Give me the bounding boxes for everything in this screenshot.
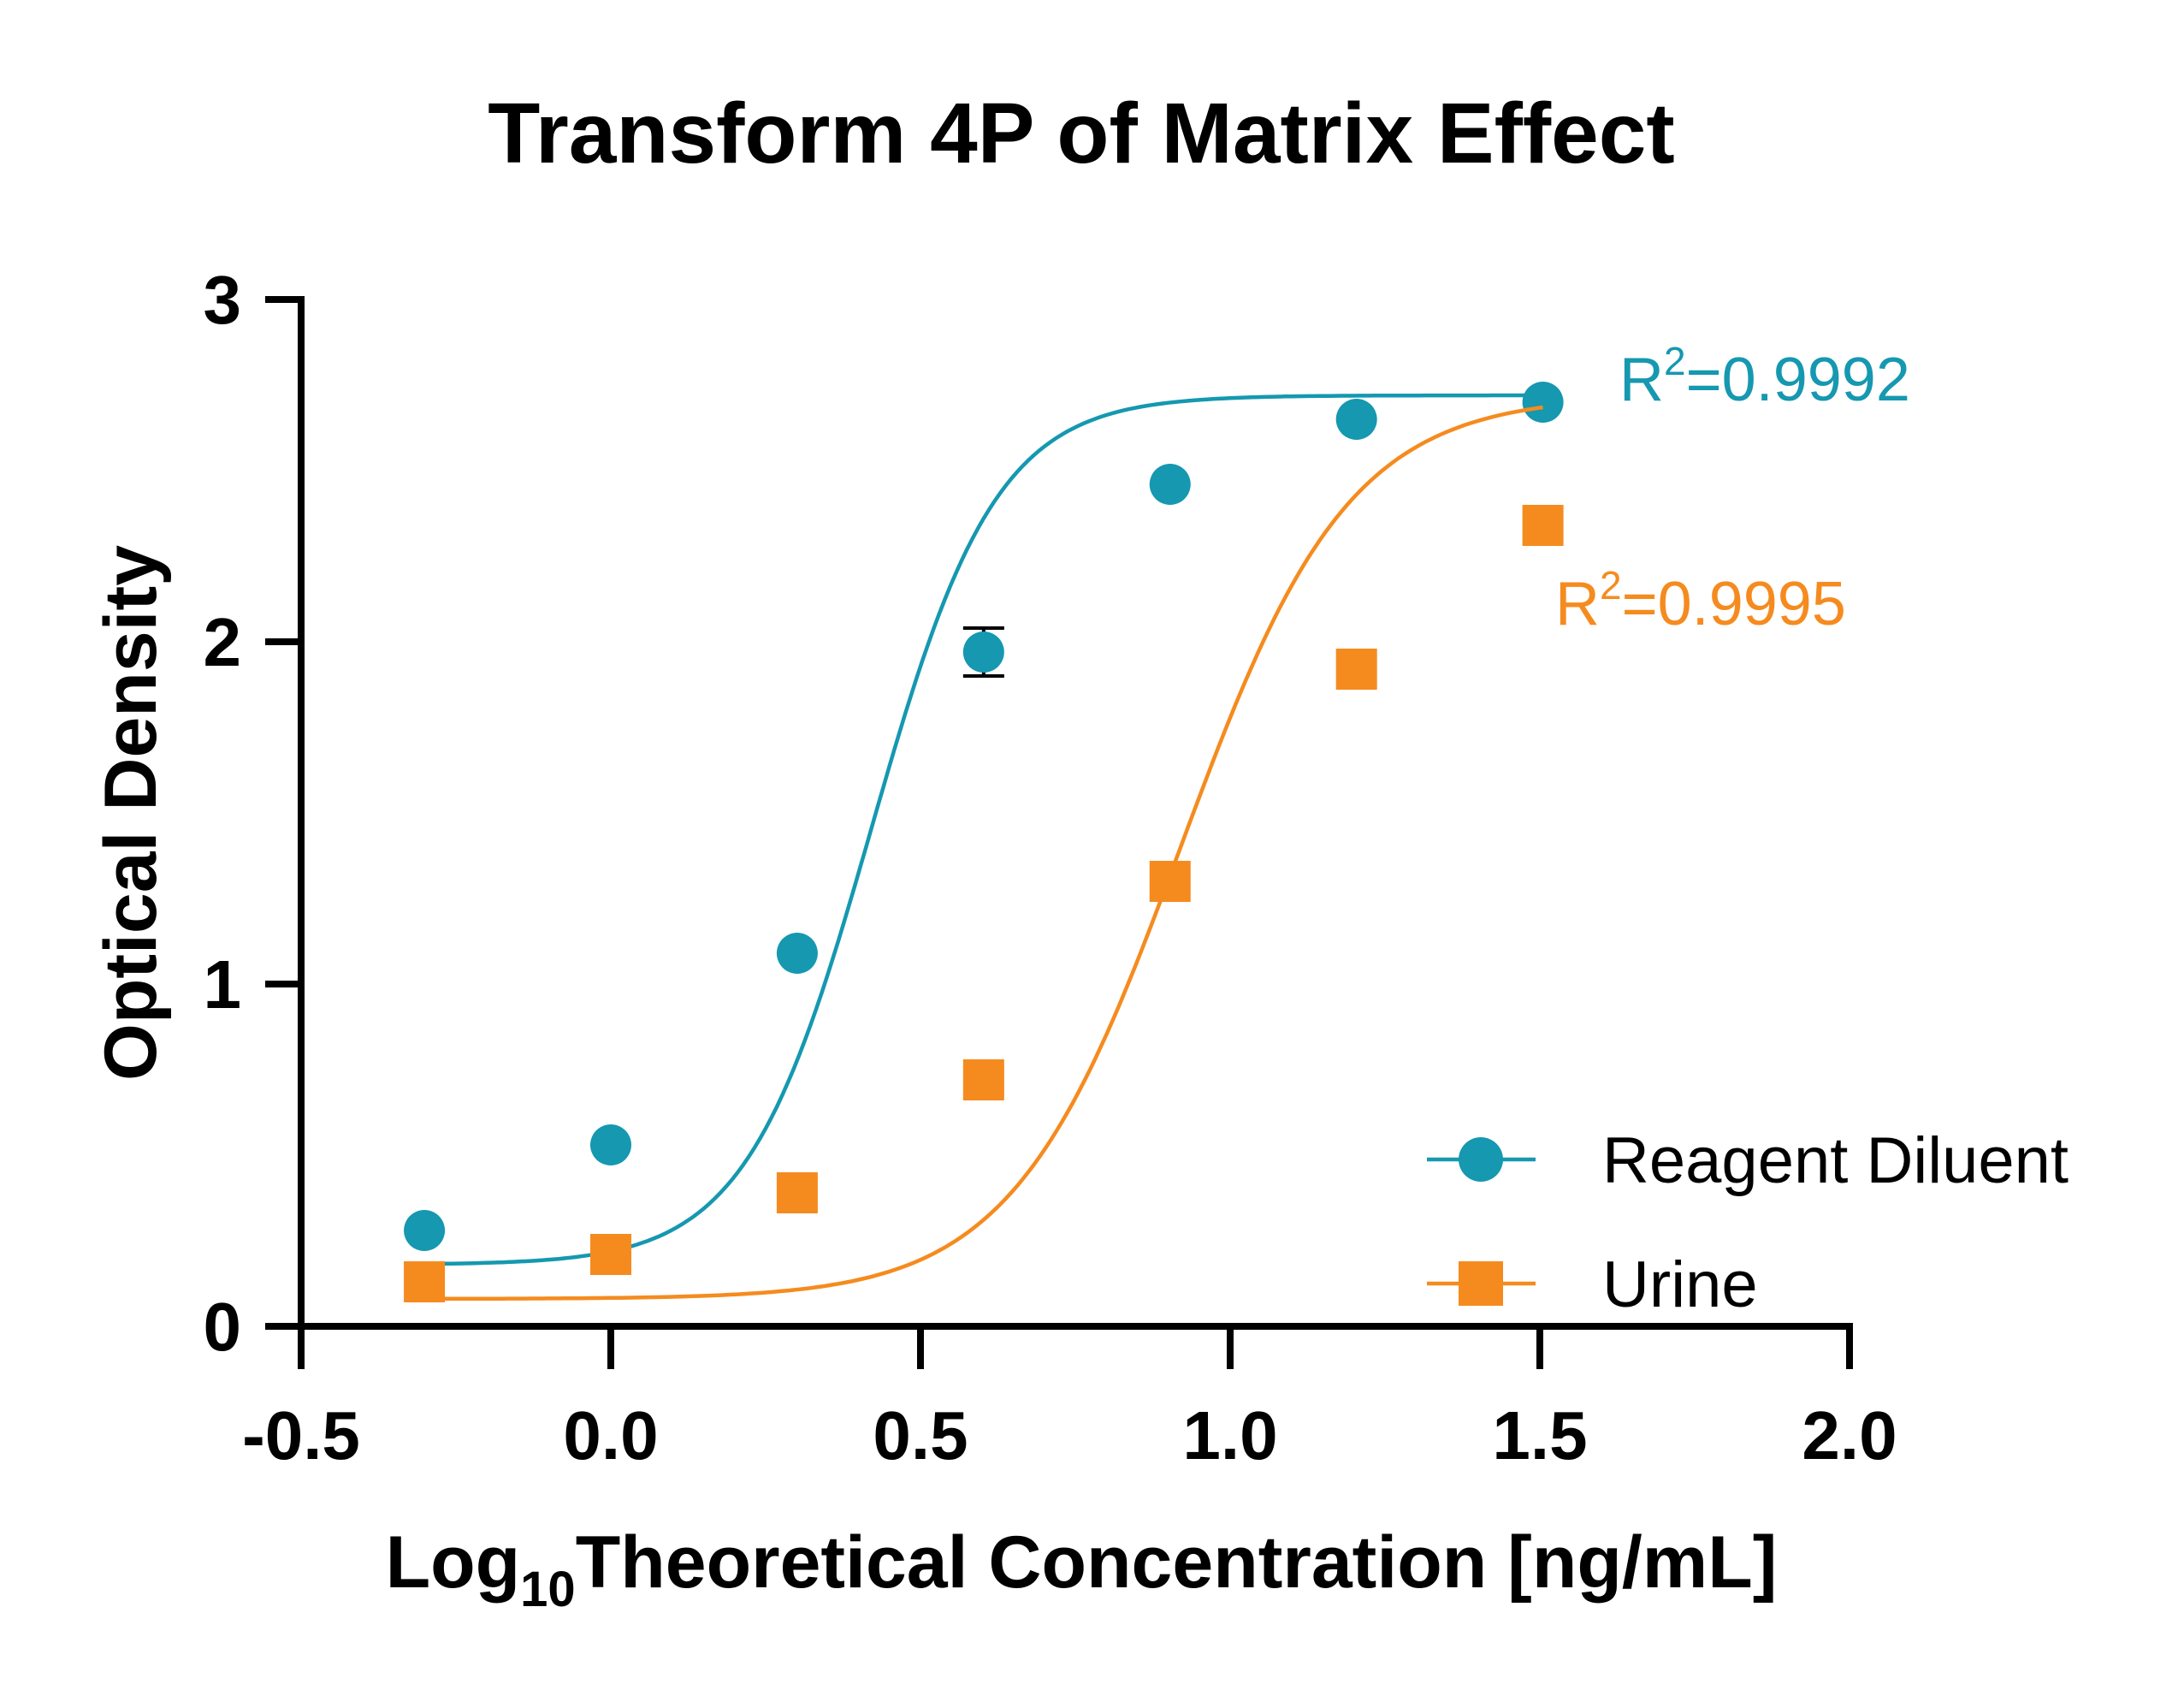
data-point-urine xyxy=(1149,861,1191,902)
y-tick-label: 3 xyxy=(204,262,242,338)
legend: Reagent Diluent Urine xyxy=(1427,1124,2069,1321)
x-axis-label-subscript: 10 xyxy=(520,1562,576,1617)
y-axis-label: Optical Density xyxy=(90,545,172,1081)
x-tick-label: 0.5 xyxy=(873,1397,968,1474)
r2-label-reagent-diluent: R2=0.9992 xyxy=(1619,339,1910,414)
x-axis-label: Log10Theoretical Concentration [ng/mL] xyxy=(386,1521,1778,1617)
data-point-reagent-diluent xyxy=(1335,399,1377,440)
x-tick-label: 1.5 xyxy=(1492,1397,1587,1474)
x-axis-label-main: Log xyxy=(386,1521,521,1604)
plot-area: 0 1 2 3 -0.5 0.0 0.5 1.0 1.5 2.0 R2=0.9992 R2=0.999… xyxy=(204,262,1910,1474)
r2-label-urine: R2=0.9995 xyxy=(1555,563,1846,638)
legend-label-urine: Urine xyxy=(1602,1248,1758,1321)
data-point-reagent-diluent xyxy=(1149,464,1191,505)
fit-curve-reagent-diluent xyxy=(424,393,1543,1266)
data-point-reagent-diluent xyxy=(404,1210,446,1251)
x-tick-label: 2.0 xyxy=(1802,1397,1897,1474)
data-point-urine xyxy=(1522,505,1564,546)
x-axis-label-rest: Theoretical Concentration [ng/mL] xyxy=(576,1521,1778,1604)
y-tick-label: 2 xyxy=(204,604,242,680)
data-point-reagent-diluent xyxy=(962,632,1004,673)
data-point-urine xyxy=(776,1172,818,1213)
data-point-urine xyxy=(962,1059,1004,1100)
x-tick-label: 1.0 xyxy=(1182,1397,1277,1474)
x-tick-label: 0.0 xyxy=(563,1397,658,1474)
data-point-reagent-diluent xyxy=(590,1124,631,1165)
x-tick-label: -0.5 xyxy=(242,1397,360,1474)
data-point-urine xyxy=(1335,649,1377,690)
chart-title: Transform 4P of Matrix Effect xyxy=(488,86,1674,181)
data-point-urine xyxy=(590,1234,631,1275)
legend-marker-reagent-diluent xyxy=(1459,1137,1503,1182)
fit-curve-urine xyxy=(424,405,1543,1302)
legend-marker-urine xyxy=(1459,1261,1503,1306)
y-tick-label: 0 xyxy=(204,1289,242,1365)
legend-label-reagent-diluent: Reagent Diluent xyxy=(1602,1124,2069,1197)
data-point-urine xyxy=(404,1261,446,1302)
data-point-reagent-diluent xyxy=(776,933,818,974)
y-tick-label: 1 xyxy=(204,946,242,1023)
data-point-reagent-diluent xyxy=(1522,382,1564,423)
